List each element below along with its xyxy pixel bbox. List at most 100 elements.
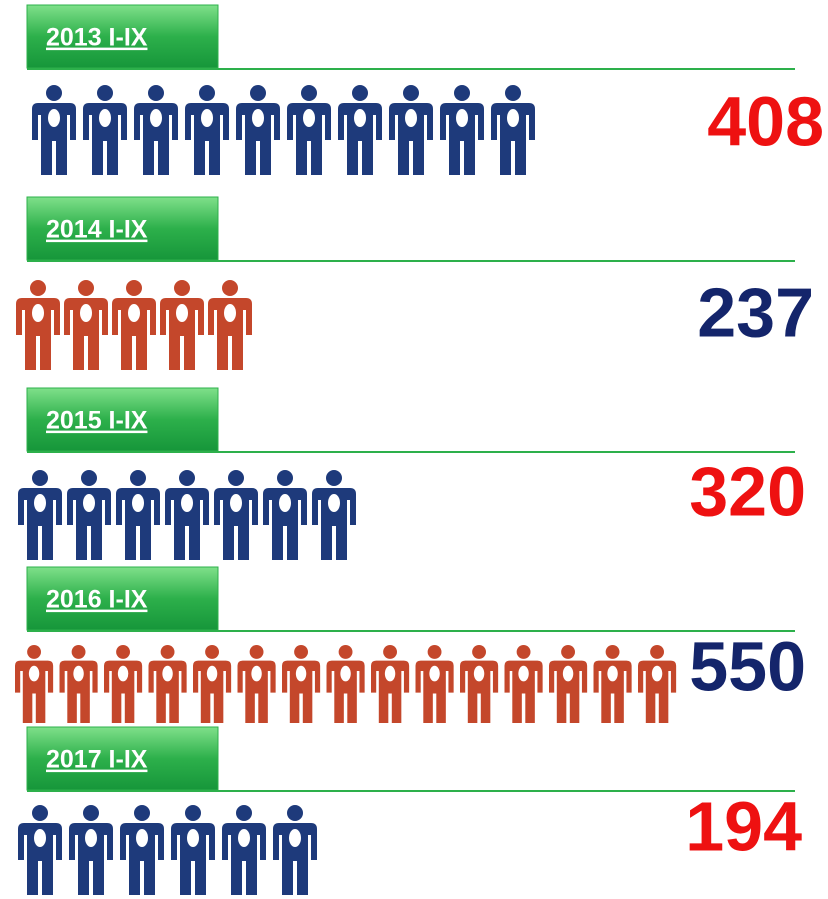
icon-head xyxy=(32,470,48,486)
person-icon xyxy=(15,645,54,723)
icon-body xyxy=(148,660,187,723)
label-box xyxy=(26,726,219,791)
year-label: 2015 I-IX xyxy=(46,407,148,435)
icon-head xyxy=(185,805,201,821)
icon-head xyxy=(249,645,264,659)
icon-body xyxy=(389,103,433,175)
icon-body xyxy=(83,103,127,175)
person-icon xyxy=(148,645,187,723)
icon-body xyxy=(214,488,258,560)
icon-head xyxy=(97,85,113,101)
icon-head xyxy=(505,85,521,101)
person-icon xyxy=(104,645,143,723)
icon-chest xyxy=(80,304,92,322)
person-icon xyxy=(116,470,160,560)
icon-chest xyxy=(85,829,97,847)
icon-body xyxy=(185,103,229,175)
icon-body xyxy=(237,660,276,723)
icon-head xyxy=(116,645,130,659)
icon-body xyxy=(18,488,62,560)
icon-head xyxy=(71,645,86,659)
icon-chest xyxy=(73,665,84,682)
icon-chest xyxy=(28,665,40,682)
icon-body xyxy=(15,660,54,723)
icon-chest xyxy=(607,665,618,682)
icon-head xyxy=(130,470,146,486)
person-icon xyxy=(549,645,588,723)
icon-body xyxy=(160,298,204,370)
icon-chest xyxy=(354,109,366,127)
icon-head xyxy=(46,85,62,101)
icon-body xyxy=(193,660,232,723)
icon-chest xyxy=(99,109,111,127)
icon-head xyxy=(160,645,175,659)
icon-chest xyxy=(230,494,242,512)
icon-chest xyxy=(279,494,291,512)
icon-body xyxy=(236,103,280,175)
icon-body xyxy=(371,660,410,723)
icon-chest xyxy=(456,109,468,127)
person-icon xyxy=(338,85,382,175)
icon-body xyxy=(134,103,178,175)
icon-chest xyxy=(507,109,519,127)
icon-body xyxy=(263,488,307,560)
person-icon xyxy=(112,280,156,370)
icon-body xyxy=(59,660,98,723)
icon-chest xyxy=(117,665,129,682)
icon-head xyxy=(326,470,342,486)
person-icon xyxy=(236,85,280,175)
person-icon xyxy=(64,280,108,370)
person-icon xyxy=(171,805,215,895)
person-icon xyxy=(440,85,484,175)
value-label: 408 xyxy=(707,82,824,160)
icon-chest xyxy=(295,665,307,682)
person-icon xyxy=(18,470,62,560)
icon-chest xyxy=(289,829,301,847)
icon-body xyxy=(104,660,143,723)
icon-head xyxy=(516,645,531,659)
person-icon xyxy=(18,805,62,895)
icon-body xyxy=(415,660,454,723)
icon-head xyxy=(472,645,486,659)
person-icon xyxy=(165,470,209,560)
icon-head xyxy=(294,645,308,659)
person-icon xyxy=(222,805,266,895)
value-label: 550 xyxy=(689,627,806,705)
person-icon xyxy=(193,645,232,723)
person-icon xyxy=(504,645,543,723)
icon-head xyxy=(427,645,442,659)
icon-head xyxy=(277,470,293,486)
icon-body xyxy=(282,660,321,723)
icon-body xyxy=(69,823,113,895)
value-label: 320 xyxy=(689,452,806,530)
icon-head xyxy=(301,85,317,101)
person-icon xyxy=(312,470,356,560)
icon-head xyxy=(250,85,266,101)
icon-head xyxy=(650,645,664,659)
icon-chest xyxy=(48,109,60,127)
icon-head xyxy=(338,645,353,659)
person-icon xyxy=(134,85,178,175)
icon-head xyxy=(383,645,397,659)
icon-body xyxy=(171,823,215,895)
icon-head xyxy=(179,470,195,486)
icon-chest xyxy=(651,665,663,682)
icon-body xyxy=(491,103,535,175)
person-icon xyxy=(83,85,127,175)
person-icon xyxy=(389,85,433,175)
icon-head xyxy=(174,280,190,296)
icon-chest xyxy=(562,665,574,682)
person-icon xyxy=(287,85,331,175)
icon-chest xyxy=(176,304,188,322)
icon-body xyxy=(16,298,60,370)
value-label: 237 xyxy=(697,273,814,351)
label-box xyxy=(26,4,219,69)
year-label: 2016 I-IX xyxy=(46,586,148,614)
person-icon xyxy=(16,280,60,370)
person-icon xyxy=(460,645,499,723)
icon-chest xyxy=(34,829,46,847)
icon-body xyxy=(549,660,588,723)
icon-chest xyxy=(473,665,485,682)
person-icon xyxy=(120,805,164,895)
icon-chest xyxy=(128,304,140,322)
